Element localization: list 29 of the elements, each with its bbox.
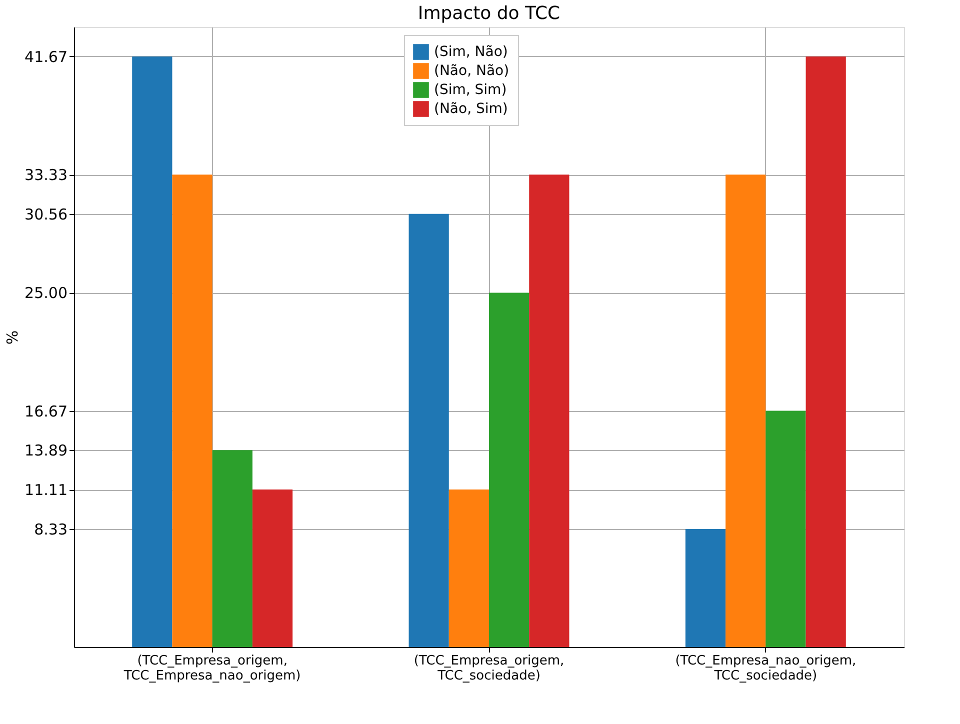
y-tick-label: 13.89: [24, 442, 68, 460]
x-tick-label: (TCC_Empresa_origem, TCC_sociedade): [414, 654, 564, 684]
bar: [806, 56, 846, 647]
bar: [766, 410, 806, 647]
x-tick-label: (TCC_Empresa_origem, TCC_Empresa_nao_origem): [122, 654, 301, 684]
legend-label: (Não, Não): [434, 63, 510, 79]
bar: [448, 490, 489, 647]
y-tick-label: 41.67: [24, 48, 68, 66]
legend-label: (Sim, Sim): [434, 82, 507, 98]
bar: [489, 292, 530, 647]
bar: [212, 450, 252, 647]
bar: [132, 56, 172, 647]
bar: [252, 490, 293, 647]
bar: [408, 214, 449, 647]
y-tick-label: 16.67: [24, 402, 68, 420]
bar: [685, 528, 726, 647]
y-tick-label: 8.33: [34, 520, 68, 538]
y-tick-label: 25.00: [24, 284, 68, 302]
bar: [726, 174, 766, 647]
legend-label: (Não, Sim): [434, 101, 508, 117]
chart-title: Impacto do TCC: [418, 3, 560, 24]
x-tick-label: (TCC_Empresa_nao_origem, TCC_sociedade): [675, 654, 856, 684]
bar: [172, 174, 212, 647]
y-tick-label: 11.11: [24, 481, 68, 500]
legend-label: (Sim, Não): [434, 44, 508, 60]
bar: [529, 174, 570, 647]
y-axis-title: %: [4, 330, 22, 345]
y-tick-label: 33.33: [24, 166, 68, 184]
y-tick-label: 30.56: [24, 205, 68, 224]
